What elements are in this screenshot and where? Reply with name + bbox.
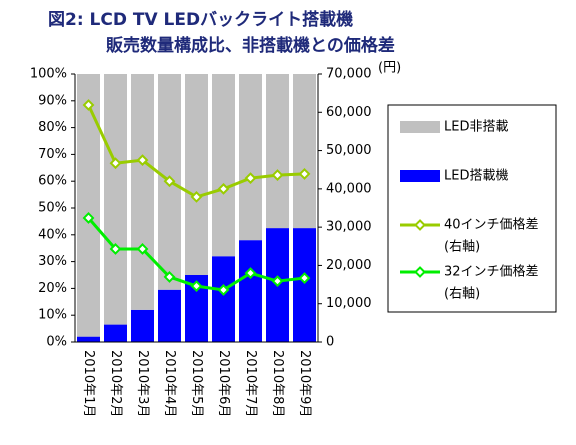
y2-tick-label: 50,000 bbox=[326, 143, 372, 158]
point bbox=[109, 157, 122, 170]
y2-tick-label: 0 bbox=[326, 335, 334, 350]
point bbox=[163, 175, 176, 188]
bar bbox=[293, 74, 316, 229]
y2-unit: (円) bbox=[378, 61, 401, 76]
point bbox=[136, 154, 149, 167]
x-tick-label: 2010年2月 bbox=[108, 350, 123, 417]
point bbox=[82, 99, 95, 111]
y-tick-label: 90% bbox=[38, 93, 67, 108]
bar bbox=[293, 228, 316, 342]
y-tick-label: 30% bbox=[38, 254, 67, 269]
bar bbox=[77, 74, 100, 337]
legend-note: (右軸) bbox=[444, 287, 480, 302]
bar bbox=[131, 309, 154, 342]
legend-label: LED非搭載 bbox=[444, 119, 508, 135]
legend-note: (右軸) bbox=[444, 240, 480, 255]
x-tick-label: 2010年1月 bbox=[81, 350, 96, 417]
point bbox=[244, 267, 257, 280]
y2-tick-label: 10,000 bbox=[326, 296, 372, 311]
point bbox=[298, 168, 311, 180]
x-tick-label: 2010年7月 bbox=[243, 350, 258, 417]
point bbox=[244, 172, 257, 185]
point bbox=[298, 272, 311, 284]
point bbox=[190, 190, 203, 203]
legend-marker bbox=[414, 219, 426, 231]
y2-tick-label: 70,000 bbox=[326, 67, 372, 82]
bar bbox=[266, 74, 289, 229]
x-tick-label: 2010年9月 bbox=[297, 350, 312, 417]
y-tick-label: 0% bbox=[46, 335, 67, 350]
y-tick-label: 40% bbox=[38, 227, 67, 242]
y-tick-label: 10% bbox=[38, 308, 67, 323]
y2-tick-label: 20,000 bbox=[326, 258, 372, 273]
bar bbox=[158, 289, 181, 342]
legend-box bbox=[387, 104, 557, 313]
legend-swatch bbox=[400, 121, 440, 133]
y2-tick-label: 40,000 bbox=[326, 181, 372, 196]
legend-label: LED搭載機 bbox=[444, 168, 508, 184]
x-tick-label: 2010年6月 bbox=[216, 350, 231, 417]
point bbox=[217, 284, 230, 296]
y2-tick-label: 30,000 bbox=[326, 220, 372, 235]
bar bbox=[212, 256, 235, 342]
point bbox=[82, 212, 95, 224]
x-tick-label: 2010年3月 bbox=[135, 350, 150, 417]
bar bbox=[239, 240, 262, 342]
y-tick-label: 50% bbox=[38, 201, 67, 216]
point bbox=[217, 182, 230, 195]
bar bbox=[77, 336, 100, 342]
x-tick-label: 2010年4月 bbox=[162, 350, 177, 417]
legend-label: 32インチ価格差 bbox=[444, 264, 539, 280]
legend-label: 40インチ価格差 bbox=[444, 217, 539, 233]
point bbox=[136, 243, 149, 255]
point bbox=[271, 275, 284, 288]
bar bbox=[185, 74, 208, 275]
bar bbox=[185, 275, 208, 342]
point bbox=[109, 243, 122, 255]
bar bbox=[104, 324, 127, 342]
bar bbox=[131, 74, 154, 310]
bar bbox=[212, 74, 235, 257]
y2-tick-label: 60,000 bbox=[326, 105, 372, 120]
point bbox=[271, 169, 284, 181]
y-tick-label: 20% bbox=[38, 281, 67, 296]
y-tick-label: 60% bbox=[38, 174, 67, 189]
bar bbox=[104, 74, 127, 325]
legend-marker bbox=[414, 266, 426, 278]
y-tick-label: 80% bbox=[38, 120, 67, 135]
y-tick-label: 100% bbox=[30, 67, 67, 82]
point bbox=[190, 280, 203, 293]
x-tick-label: 2010年5月 bbox=[189, 350, 204, 417]
y-tick-label: 70% bbox=[38, 147, 67, 162]
legend-swatch bbox=[400, 170, 440, 182]
chart-title: 図2: LCD TV LEDバックライト搭載機 bbox=[48, 9, 353, 30]
point bbox=[163, 270, 176, 283]
bar bbox=[239, 74, 262, 241]
chart-subtitle: 販売数量構成比、非搭載機との価格差 bbox=[106, 35, 395, 56]
x-tick-label: 2010年8月 bbox=[270, 350, 285, 417]
